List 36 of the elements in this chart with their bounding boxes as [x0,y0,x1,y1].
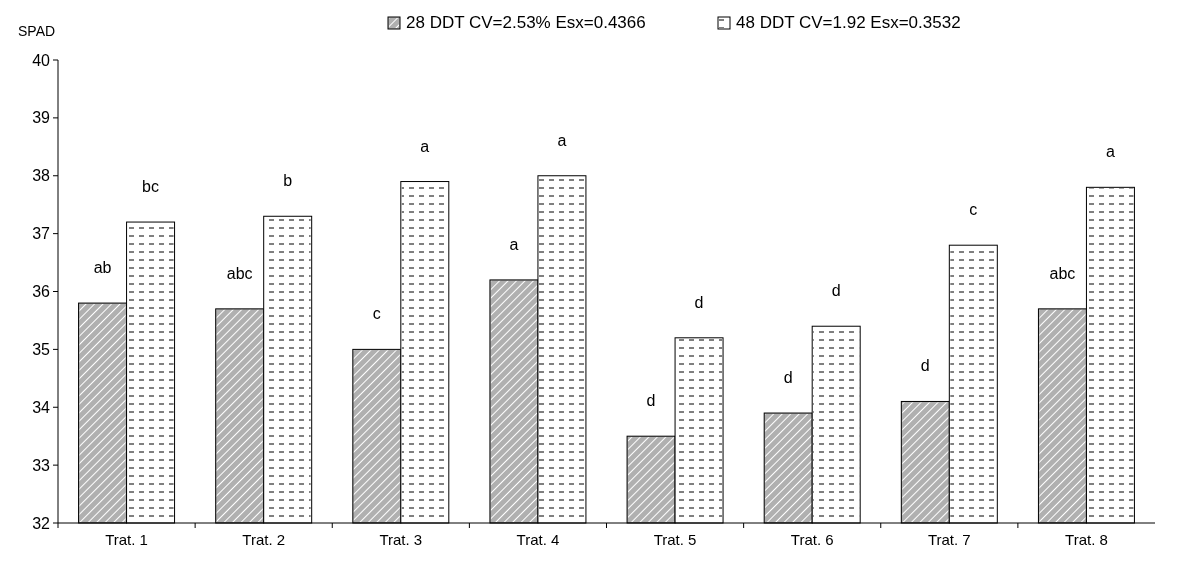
legend-label: 28 DDT CV=2.53% Esx=0.4366 [406,13,646,32]
y-tick-label: 36 [32,283,51,301]
annotation: bc [142,178,160,196]
annotation: a [557,131,567,149]
x-tick-label: Trat. 1 [105,531,148,548]
y-axis-title: SPAD [18,23,56,39]
x-tick-label: Trat. 7 [927,531,971,548]
y-tick-label: 33 [32,456,51,474]
legend-label: 48 DDT CV=1.92 Esx=0.3532 [736,13,961,32]
annotation: d [646,392,656,410]
annotation: d [783,369,793,387]
annotation: ab [93,259,112,277]
annotation: c [969,201,978,219]
x-tick-label: Trat. 3 [379,531,423,548]
x-tick-label: Trat. 8 [1065,531,1108,548]
annotation: d [920,357,930,375]
annotation: a [1105,143,1115,161]
y-tick-label: 35 [32,340,51,358]
y-tick-label: 39 [32,109,51,127]
annotation: a [420,137,430,155]
annotation: d [694,293,704,311]
y-tick-label: 40 [32,51,51,69]
x-tick-label: Trat. 6 [790,531,834,548]
x-tick-label: Trat. 5 [653,531,697,548]
y-tick-label: 37 [32,225,51,243]
x-tick-label: Trat. 2 [242,531,286,548]
annotation: d [831,282,841,300]
y-tick-label: 34 [32,398,51,416]
annotation: a [509,235,519,253]
x-tick-label: Trat. 4 [516,531,560,548]
annotation: abc [226,264,253,282]
y-tick-label: 38 [32,167,51,185]
annotation: c [372,305,381,323]
annotation: b [283,172,293,190]
annotation: abc [1049,264,1076,282]
y-tick-label: 32 [32,514,51,532]
